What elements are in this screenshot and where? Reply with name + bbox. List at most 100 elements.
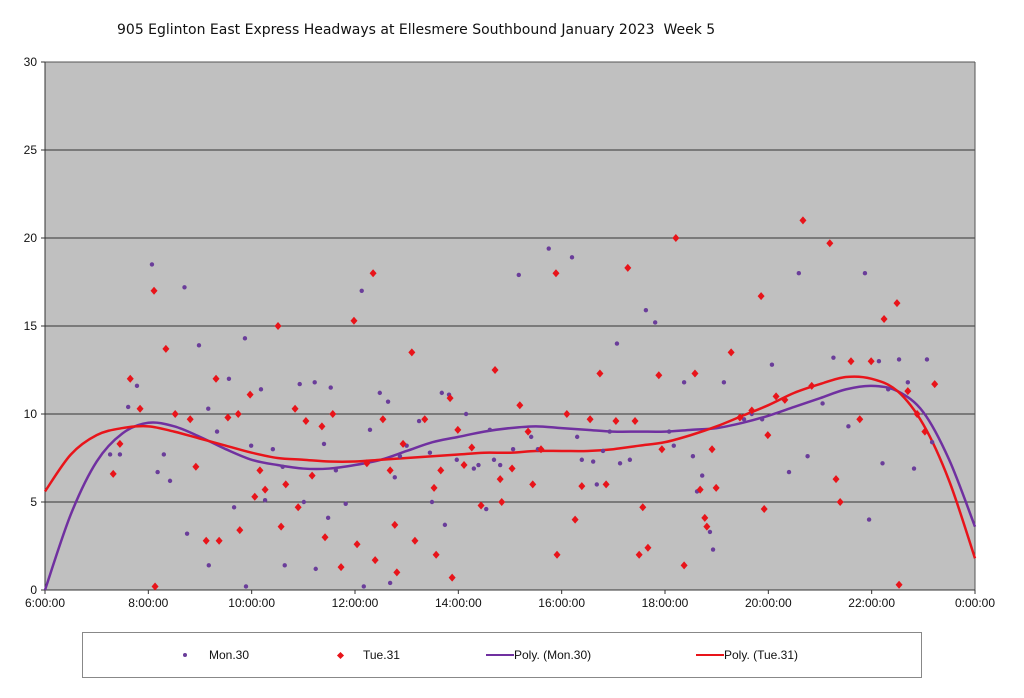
mon-point <box>184 531 190 536</box>
mon-point <box>297 381 302 387</box>
mon-point <box>671 443 676 448</box>
mon-point <box>262 498 268 503</box>
tue-point <box>612 417 620 426</box>
mon-point <box>258 387 264 392</box>
x-tick-label: 10:00:00 <box>228 596 275 610</box>
tue-point <box>708 445 716 454</box>
tue-point <box>432 550 440 559</box>
mon-point <box>846 424 851 429</box>
mon-point <box>617 461 623 466</box>
mon-point <box>607 429 612 434</box>
legend-item-mon: Mon.30 <box>183 648 249 662</box>
tue-point <box>727 348 735 357</box>
dot-marker-icon <box>183 653 187 657</box>
y-tick-label: 10 <box>24 407 38 421</box>
mon-point <box>125 404 131 410</box>
tue-point <box>772 392 780 401</box>
tue-point <box>498 498 506 506</box>
mon-point <box>487 427 493 433</box>
mon-point <box>741 417 747 422</box>
tue-point <box>234 410 242 418</box>
mon-point <box>280 464 285 469</box>
tue-point <box>586 415 594 424</box>
mon-point <box>377 390 382 396</box>
mon-point <box>600 448 606 454</box>
x-tick-label: 8:00:00 <box>128 596 168 610</box>
tue-point <box>353 540 361 549</box>
tue-point <box>537 445 545 454</box>
tue-point <box>386 466 394 475</box>
tue-point <box>781 395 789 404</box>
tue-point <box>350 316 358 325</box>
tue-point <box>274 322 282 330</box>
tue-point <box>379 415 387 424</box>
mon-point <box>721 380 727 385</box>
tue-point <box>696 485 704 494</box>
mon-point <box>652 320 658 325</box>
mon-point <box>416 418 422 424</box>
mon-point <box>707 529 713 535</box>
tue-point <box>703 522 711 531</box>
mon-point <box>569 255 575 260</box>
mon-point <box>681 380 687 385</box>
mon-point <box>270 447 276 452</box>
mon-point <box>463 411 469 417</box>
tue-point <box>655 371 663 380</box>
tue-point <box>150 286 158 295</box>
tue-point <box>411 536 419 545</box>
mon-point <box>796 271 802 276</box>
chart: 0 5 10 15 20 25 30 6:00:00 8:00:00 10:00:00 12:00:… <box>24 55 996 610</box>
tue-point <box>212 374 220 383</box>
tue-point <box>904 387 912 396</box>
tue-point <box>302 417 310 426</box>
tue-point <box>808 381 816 390</box>
tue-point <box>109 469 117 478</box>
mon-point <box>759 417 765 422</box>
mon-point <box>820 401 825 406</box>
mon-point <box>594 482 599 487</box>
tue-point <box>496 475 504 484</box>
mon-point <box>182 285 187 290</box>
tue-point <box>446 394 454 403</box>
tue-point <box>151 582 159 591</box>
y-tick-label: 15 <box>24 319 38 333</box>
tue-point <box>602 480 610 489</box>
mon-point <box>161 452 167 457</box>
tue-point <box>437 466 445 475</box>
tue-point <box>162 344 170 353</box>
tue-point <box>448 573 456 582</box>
tue-point <box>712 483 720 492</box>
mon-point <box>574 434 580 440</box>
tue-point <box>318 422 326 431</box>
tue-point <box>251 492 259 501</box>
legend-label: Poly. (Mon.30) <box>514 648 592 662</box>
tue-point <box>202 536 210 545</box>
mon-point <box>107 452 113 457</box>
mon-point <box>862 271 868 276</box>
tue-point <box>393 568 401 577</box>
tue-point <box>691 369 699 378</box>
tue-point <box>363 459 371 468</box>
mon-point <box>392 475 397 480</box>
tue-point <box>256 466 264 475</box>
tue-point <box>308 471 316 480</box>
mon-point <box>301 499 307 505</box>
tue-point <box>847 357 855 366</box>
tue-point <box>931 380 939 389</box>
mon-point <box>497 462 503 468</box>
mon-point <box>805 454 810 459</box>
tue-point <box>736 413 744 422</box>
mon-point <box>866 517 872 522</box>
mon-point <box>149 262 155 267</box>
mon-point <box>242 336 248 341</box>
diamond-marker-icon <box>336 651 345 659</box>
mon-point <box>439 390 444 396</box>
trendline-tue <box>43 375 977 559</box>
tue-point <box>192 462 200 471</box>
tue-point <box>658 445 666 454</box>
tue-point <box>508 464 516 473</box>
mon-point <box>387 580 393 586</box>
mon-point <box>627 457 633 462</box>
y-tick-label: 0 <box>30 583 37 597</box>
mon-point <box>516 272 521 278</box>
